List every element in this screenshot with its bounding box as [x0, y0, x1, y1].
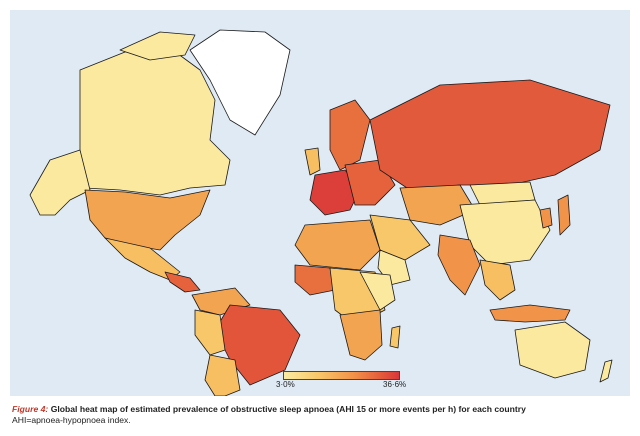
world-map [10, 10, 630, 396]
region-peru-bolivia [194, 309, 226, 356]
region-australia [514, 321, 591, 379]
figure-title: Global heat map of estimated prevalence … [50, 404, 526, 414]
region-southern-africa [339, 309, 383, 361]
region-new-zealand [599, 359, 613, 383]
region-central-asia [399, 184, 476, 226]
region-west-africa [294, 264, 336, 296]
region-greenland [189, 29, 291, 136]
figure-label: Figure 4: [12, 404, 49, 414]
figure-note: AHI=apnoea-hypopnoea index. [12, 415, 131, 425]
region-argentina-chile [204, 354, 241, 396]
region-arctic-islands [119, 31, 196, 61]
region-uk [304, 147, 321, 176]
region-central-america [164, 271, 201, 293]
region-southeast-asia [479, 259, 516, 301]
region-east-africa [359, 271, 396, 311]
legend-color-bar [283, 371, 400, 380]
region-alaska [29, 149, 91, 216]
region-indonesia [489, 304, 571, 323]
legend-min-label: 3·0% [276, 380, 295, 389]
region-madagascar [389, 325, 401, 349]
region-japan [557, 194, 571, 236]
figure-caption: Figure 4: Global heat map of estimated p… [12, 404, 632, 426]
region-korea [539, 207, 553, 229]
region-western-europe [309, 169, 361, 216]
region-north-africa [294, 219, 381, 271]
region-scandinavia [329, 99, 371, 171]
world-map-svg [29, 29, 613, 396]
region-russia [369, 79, 611, 191]
legend-max-label: 36·6% [383, 380, 407, 389]
region-india [437, 234, 481, 296]
region-usa [84, 189, 211, 251]
